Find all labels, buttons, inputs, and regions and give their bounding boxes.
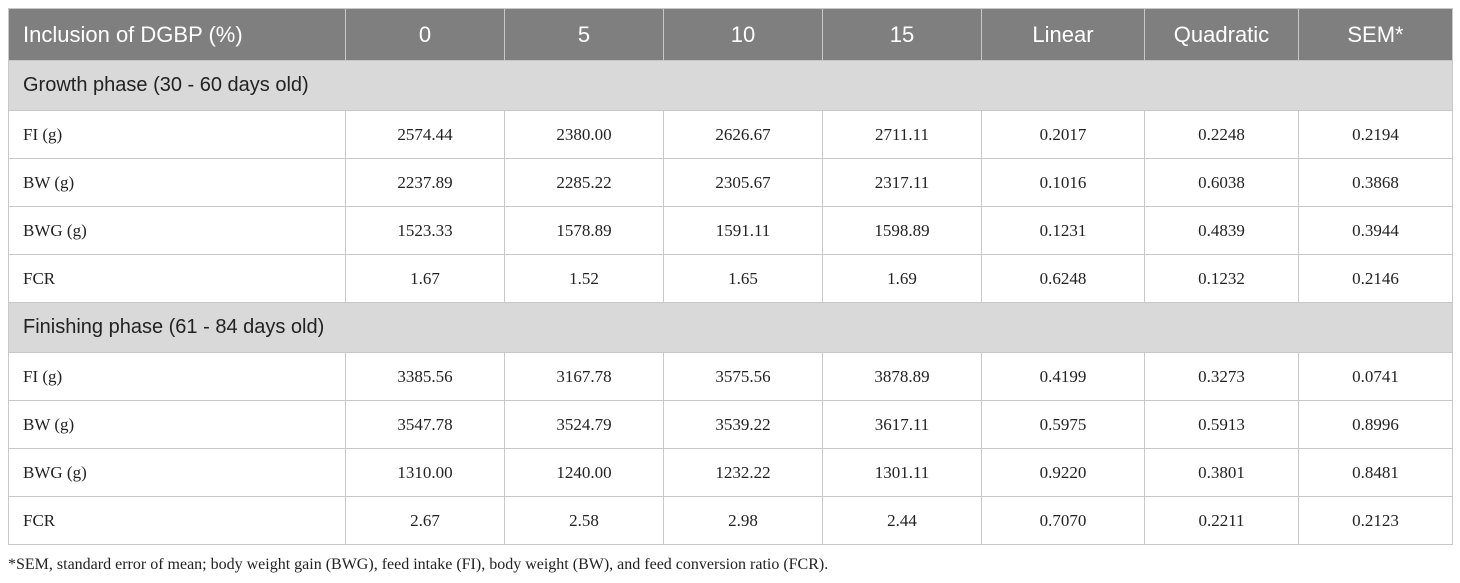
cell: 0.3801 xyxy=(1144,448,1299,497)
cell: 2317.11 xyxy=(822,158,982,207)
section-row: Finishing phase (61 - 84 days old) xyxy=(8,302,1453,353)
cell: 0.4199 xyxy=(981,352,1145,401)
cell: 1578.89 xyxy=(504,206,664,255)
cell: 0.1232 xyxy=(1144,254,1299,303)
row-label: BWG (g) xyxy=(8,448,346,497)
cell: 0.9220 xyxy=(981,448,1145,497)
header-cell: Inclusion of DGBP (%) xyxy=(8,8,346,61)
cell: 0.1231 xyxy=(981,206,1145,255)
cell: 1.65 xyxy=(663,254,823,303)
cell: 0.3273 xyxy=(1144,352,1299,401)
row-label: FCR xyxy=(8,254,346,303)
cell: 1523.33 xyxy=(345,206,505,255)
cell: 2574.44 xyxy=(345,110,505,159)
cell: 0.4839 xyxy=(1144,206,1299,255)
data-row: BWG (g) 1523.33 1578.89 1591.11 1598.89 0.123… xyxy=(8,206,1453,255)
cell: 0.7070 xyxy=(981,496,1145,545)
cell: 0.3944 xyxy=(1298,206,1453,255)
row-label: FCR xyxy=(8,496,346,545)
row-label: BW (g) xyxy=(8,158,346,207)
header-cell: 10 xyxy=(663,8,823,61)
cell: 3524.79 xyxy=(504,400,664,449)
cell: 3878.89 xyxy=(822,352,982,401)
cell: 3575.56 xyxy=(663,352,823,401)
cell: 0.6038 xyxy=(1144,158,1299,207)
header-cell: Quadratic xyxy=(1144,8,1299,61)
cell: 1598.89 xyxy=(822,206,982,255)
cell: 1232.22 xyxy=(663,448,823,497)
data-row: FI (g) 3385.56 3167.78 3575.56 3878.89 0.4199… xyxy=(8,352,1453,401)
cell: 2626.67 xyxy=(663,110,823,159)
cell: 3617.11 xyxy=(822,400,982,449)
cell: 3167.78 xyxy=(504,352,664,401)
cell: 2.44 xyxy=(822,496,982,545)
header-cell: SEM* xyxy=(1298,8,1453,61)
cell: 2380.00 xyxy=(504,110,664,159)
cell: 2711.11 xyxy=(822,110,982,159)
header-row: Inclusion of DGBP (%) 0 5 10 15 Linear Quadrat… xyxy=(8,8,1453,61)
cell: 0.0741 xyxy=(1298,352,1453,401)
data-row: BWG (g) 1310.00 1240.00 1232.22 1301.11 0.922… xyxy=(8,448,1453,497)
cell: 0.6248 xyxy=(981,254,1145,303)
row-label: FI (g) xyxy=(8,110,346,159)
cell: 0.2146 xyxy=(1298,254,1453,303)
cell: 0.2248 xyxy=(1144,110,1299,159)
table-body: Growth phase (30 - 60 days old) FI (g) 257… xyxy=(8,60,1453,545)
cell: 3539.22 xyxy=(663,400,823,449)
section-title: Finishing phase (61 - 84 days old) xyxy=(8,302,1453,353)
cell: 1.69 xyxy=(822,254,982,303)
cell: 1591.11 xyxy=(663,206,823,255)
header-cell: Linear xyxy=(981,8,1145,61)
cell: 1240.00 xyxy=(504,448,664,497)
cell: 3547.78 xyxy=(345,400,505,449)
cell: 0.8996 xyxy=(1298,400,1453,449)
data-row: FI (g) 2574.44 2380.00 2626.67 2711.11 0.2017… xyxy=(8,110,1453,159)
section-title: Growth phase (30 - 60 days old) xyxy=(8,60,1453,111)
row-label: FI (g) xyxy=(8,352,346,401)
cell: 0.5975 xyxy=(981,400,1145,449)
results-table: Inclusion of DGBP (%) 0 5 10 15 Linear Quadrat… xyxy=(8,8,1453,545)
cell: 1310.00 xyxy=(345,448,505,497)
row-label: BW (g) xyxy=(8,400,346,449)
data-row: FCR 2.67 2.58 2.98 2.44 0.7070 0.2211 0.2123 xyxy=(8,496,1453,545)
cell: 2.58 xyxy=(504,496,664,545)
cell: 0.1016 xyxy=(981,158,1145,207)
cell: 2.98 xyxy=(663,496,823,545)
section-row: Growth phase (30 - 60 days old) xyxy=(8,60,1453,111)
cell: 0.2194 xyxy=(1298,110,1453,159)
cell: 0.3868 xyxy=(1298,158,1453,207)
cell: 2.67 xyxy=(345,496,505,545)
cell: 0.2211 xyxy=(1144,496,1299,545)
cell: 0.5913 xyxy=(1144,400,1299,449)
cell: 2237.89 xyxy=(345,158,505,207)
header-cell: 15 xyxy=(822,8,982,61)
cell: 0.2123 xyxy=(1298,496,1453,545)
data-row: BW (g) 2237.89 2285.22 2305.67 2317.11 0.1016… xyxy=(8,158,1453,207)
cell: 1301.11 xyxy=(822,448,982,497)
data-row: BW (g) 3547.78 3524.79 3539.22 3617.11 0.5975… xyxy=(8,400,1453,449)
row-label: BWG (g) xyxy=(8,206,346,255)
cell: 1.52 xyxy=(504,254,664,303)
data-row: FCR 1.67 1.52 1.65 1.69 0.6248 0.1232 0.2146 xyxy=(8,254,1453,303)
header-cell: 5 xyxy=(504,8,664,61)
cell: 2285.22 xyxy=(504,158,664,207)
cell: 3385.56 xyxy=(345,352,505,401)
header-cell: 0 xyxy=(345,8,505,61)
cell: 0.8481 xyxy=(1298,448,1453,497)
cell: 0.2017 xyxy=(981,110,1145,159)
footnote: *SEM, standard error of mean; body weigh… xyxy=(8,556,829,573)
cell: 2305.67 xyxy=(663,158,823,207)
cell: 1.67 xyxy=(345,254,505,303)
